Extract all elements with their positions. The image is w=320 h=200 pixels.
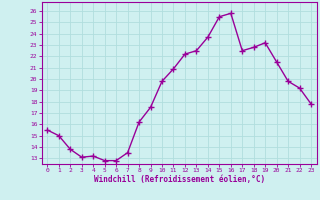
X-axis label: Windchill (Refroidissement éolien,°C): Windchill (Refroidissement éolien,°C) xyxy=(94,175,265,184)
